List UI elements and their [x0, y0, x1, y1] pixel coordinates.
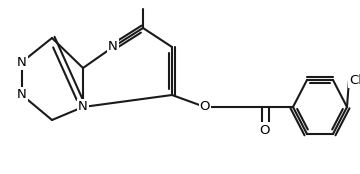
Text: N: N — [17, 89, 27, 101]
Text: Cl: Cl — [349, 73, 360, 86]
Text: O: O — [200, 101, 210, 113]
Text: N: N — [108, 41, 118, 53]
Text: O: O — [260, 124, 270, 136]
Text: N: N — [78, 101, 88, 113]
Text: N: N — [17, 56, 27, 69]
